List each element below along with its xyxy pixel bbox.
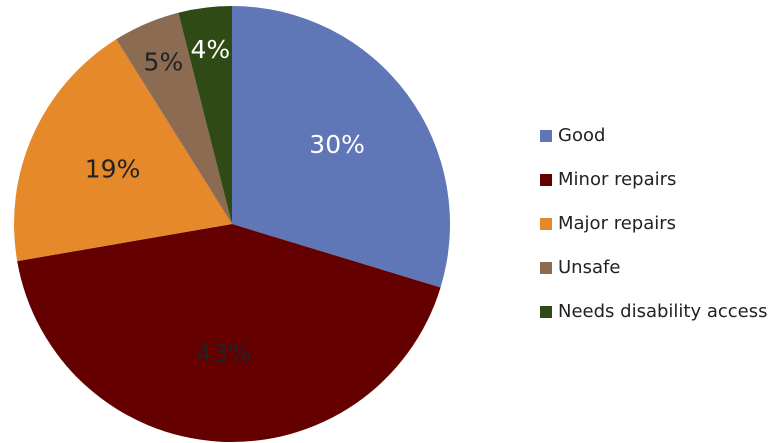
legend-swatch bbox=[540, 174, 552, 186]
legend-label: Needs disability access bbox=[558, 301, 768, 322]
legend-swatch bbox=[540, 306, 552, 318]
legend-swatch bbox=[540, 262, 552, 274]
pie-slice bbox=[116, 12, 232, 225]
pie-slice bbox=[178, 6, 232, 224]
data-label: 30% bbox=[309, 130, 365, 159]
pie-slice bbox=[17, 224, 441, 443]
legend-label: Good bbox=[558, 125, 605, 146]
pie-slice bbox=[13, 39, 232, 262]
legend-swatch bbox=[540, 218, 552, 230]
data-label: 5% bbox=[144, 48, 184, 77]
legend-label: Minor repairs bbox=[558, 169, 676, 190]
data-label: 19% bbox=[85, 155, 141, 184]
data-label: 4% bbox=[191, 35, 231, 64]
pie-slice bbox=[232, 6, 450, 288]
legend-swatch bbox=[540, 130, 552, 142]
legend-label: Major repairs bbox=[558, 213, 676, 234]
data-label: 43% bbox=[196, 339, 252, 368]
legend-label: Unsafe bbox=[558, 257, 620, 278]
